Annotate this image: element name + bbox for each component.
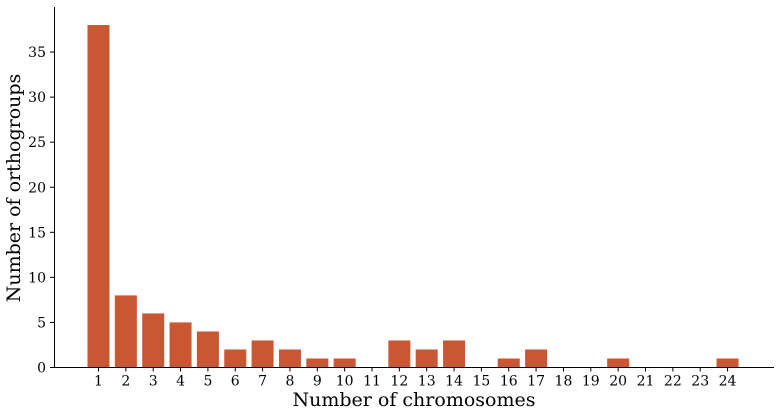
- x-tick-label: 12: [390, 374, 408, 390]
- bar-8: [278, 349, 301, 368]
- x-tick-label: 1: [94, 374, 103, 390]
- y-tick-label: 5: [37, 315, 46, 331]
- x-tick-label: 10: [336, 374, 354, 390]
- bar-1: [87, 25, 110, 368]
- bar-9: [306, 358, 329, 368]
- y-tick-label: 20: [28, 180, 46, 196]
- x-tick-label: 23: [691, 374, 709, 390]
- bar-12: [388, 340, 411, 368]
- x-tick-label: 21: [637, 374, 655, 390]
- bar-20: [607, 358, 630, 368]
- x-tick-label: 24: [719, 374, 737, 390]
- bar-3: [142, 313, 165, 368]
- x-tick-label: 3: [149, 374, 158, 390]
- x-tick-label: 14: [445, 374, 463, 390]
- bar-5: [196, 331, 219, 368]
- x-tick-label: 13: [418, 374, 436, 390]
- bars-group: [87, 25, 739, 368]
- x-tick-label: 20: [609, 374, 627, 390]
- x-axis-label: Number of chromosomes: [293, 389, 536, 411]
- bar-10: [333, 358, 356, 368]
- x-tick-label: 15: [472, 374, 490, 390]
- y-axis-label: Number of orthogroups: [3, 74, 25, 303]
- x-tick-label: 9: [313, 374, 322, 390]
- x-tick-label: 6: [231, 374, 240, 390]
- bar-13: [415, 349, 438, 368]
- bar-4: [169, 322, 192, 368]
- y-axis-ticks: 0 5 10 15 20 25 30 35: [28, 45, 54, 377]
- x-tick-label: 4: [176, 374, 185, 390]
- y-tick-label: 35: [28, 45, 46, 61]
- x-tick-label: 16: [500, 374, 518, 390]
- y-tick-label: 25: [28, 135, 46, 151]
- x-tick-label: 18: [555, 374, 573, 390]
- bar-16: [497, 358, 520, 368]
- x-tick-label: 22: [664, 374, 682, 390]
- y-tick-label: 10: [28, 270, 46, 286]
- bar-6: [224, 349, 247, 368]
- bar-14: [443, 340, 466, 368]
- y-tick-label: 30: [28, 90, 46, 106]
- bar-2: [114, 295, 137, 368]
- x-axis-ticks: 1 2 3 4 5 6 7 8 9 10 11 12 13 14 15 16 17 18 19 20 21 22 23 24: [94, 367, 737, 390]
- bar-24: [716, 358, 739, 368]
- x-tick-label: 8: [285, 374, 294, 390]
- bar-7: [251, 340, 274, 368]
- bar-17: [525, 349, 548, 368]
- x-tick-label: 7: [258, 374, 267, 390]
- y-tick-label: 0: [37, 361, 46, 377]
- x-tick-label: 17: [527, 374, 545, 390]
- y-tick-label: 15: [28, 225, 46, 241]
- x-tick-label: 2: [121, 374, 130, 390]
- x-tick-label: 11: [363, 374, 381, 390]
- x-tick-label: 19: [582, 374, 600, 390]
- x-tick-label: 5: [203, 374, 212, 390]
